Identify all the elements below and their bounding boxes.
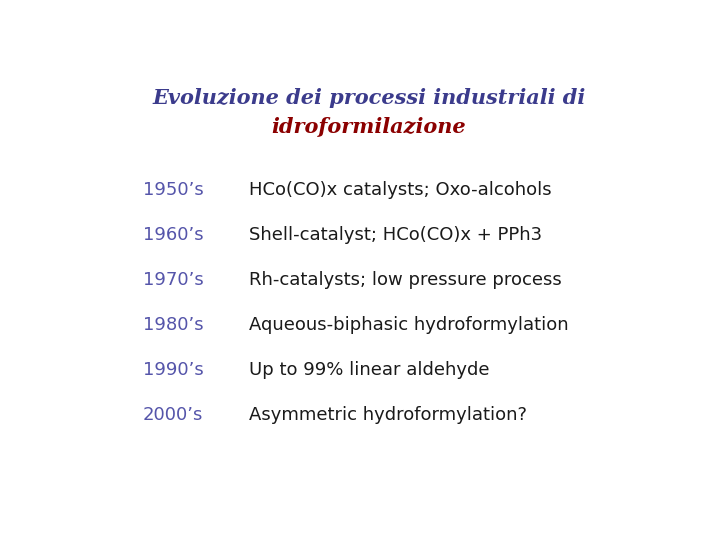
- Text: Asymmetric hydroformylation?: Asymmetric hydroformylation?: [249, 406, 527, 424]
- Text: Rh-catalysts; low pressure process: Rh-catalysts; low pressure process: [249, 271, 562, 289]
- Text: idroformilazione: idroformilazione: [271, 117, 467, 137]
- Text: 1970’s: 1970’s: [143, 271, 204, 289]
- Text: Aqueous-biphasic hydroformylation: Aqueous-biphasic hydroformylation: [249, 316, 569, 334]
- Text: 1960’s: 1960’s: [143, 226, 204, 244]
- Text: HCo(CO)x catalysts; Oxo-alcohols: HCo(CO)x catalysts; Oxo-alcohols: [249, 181, 552, 199]
- Text: Up to 99% linear aldehyde: Up to 99% linear aldehyde: [249, 361, 490, 379]
- Text: Evoluzione dei processi industriali di: Evoluzione dei processi industriali di: [153, 87, 585, 107]
- Text: 2000’s: 2000’s: [143, 406, 203, 424]
- Text: 1950’s: 1950’s: [143, 181, 204, 199]
- Text: 1980’s: 1980’s: [143, 316, 204, 334]
- Text: 1990’s: 1990’s: [143, 361, 204, 379]
- Text: Shell-catalyst; HCo(CO)x + PPh3: Shell-catalyst; HCo(CO)x + PPh3: [249, 226, 542, 244]
